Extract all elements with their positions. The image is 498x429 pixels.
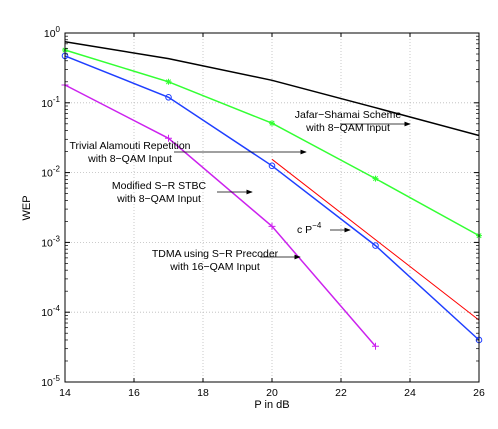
y-tick-label: 10-3 bbox=[41, 234, 60, 249]
y-tick-exponent: -5 bbox=[53, 374, 61, 383]
y-tick-exponent: 0 bbox=[56, 25, 61, 34]
y-tick-label: 10-4 bbox=[41, 304, 60, 319]
series-line-reference bbox=[271, 158, 480, 321]
y-tick-base: 10 bbox=[41, 168, 53, 180]
annotation-label-srstbc: Modified S−R STBC bbox=[112, 180, 207, 192]
series-layer bbox=[61, 40, 483, 350]
annotation-exponent: −4 bbox=[312, 221, 322, 230]
annotation-label-jafar: Jafar−Shamai Scheme bbox=[295, 109, 402, 121]
y-tick-label: 10-2 bbox=[41, 165, 60, 180]
data-point-tdma bbox=[268, 222, 276, 230]
y-tick-exponent: -1 bbox=[53, 95, 61, 104]
data-point-trivial bbox=[269, 120, 275, 127]
y-tick-exponent: -3 bbox=[53, 234, 61, 243]
series-line-srstbc bbox=[64, 55, 480, 341]
series-line-tdma bbox=[64, 84, 377, 347]
y-tick-exponent: -4 bbox=[53, 304, 61, 313]
x-tick-label: 26 bbox=[473, 387, 485, 399]
annotation-label-jafar: with 8−QAM Input bbox=[305, 122, 390, 134]
x-tick-label: 20 bbox=[266, 387, 278, 399]
data-point-trivial bbox=[372, 175, 379, 182]
y-tick-label: 10-5 bbox=[41, 374, 60, 389]
y-tick-base: 10 bbox=[41, 377, 53, 389]
data-point-srstbc bbox=[372, 242, 379, 249]
x-tick-label: 18 bbox=[197, 387, 209, 399]
y-tick-base: 10 bbox=[41, 98, 53, 110]
annotation-label-srstbc: with 8−QAM Input bbox=[116, 193, 201, 205]
annotation-label-tdma: with 16−QAM Input bbox=[169, 261, 260, 273]
data-point-srstbc bbox=[268, 162, 276, 170]
x-axis-label: P in dB bbox=[254, 399, 289, 411]
y-tick-base: 10 bbox=[41, 307, 53, 319]
x-tick-label: 14 bbox=[59, 387, 71, 399]
annotation-label-trivial: Trivial Alamouti Repetition bbox=[70, 140, 191, 152]
x-tick-label: 16 bbox=[128, 387, 140, 399]
annotation-label-trivial: with 8−QAM Input bbox=[87, 153, 172, 165]
data-point-tdma bbox=[165, 134, 172, 142]
y-tick-base: 10 bbox=[41, 237, 53, 249]
x-tick-label: 22 bbox=[335, 387, 347, 399]
y-tick-base: 10 bbox=[44, 28, 56, 40]
y-tick-exponent: -2 bbox=[53, 165, 61, 174]
data-point-trivial bbox=[165, 78, 172, 85]
y-axis-label: WEP bbox=[21, 195, 33, 220]
y-tick-label: 10-1 bbox=[41, 95, 60, 110]
series-line-jafar bbox=[64, 40, 480, 137]
x-tick-label: 24 bbox=[404, 387, 416, 399]
data-point-tdma bbox=[372, 342, 379, 350]
data-point-srstbc bbox=[165, 93, 172, 101]
annotation-label-tdma: TDMA using S−R Precoder bbox=[152, 248, 279, 260]
y-tick-label: 100 bbox=[44, 25, 61, 40]
